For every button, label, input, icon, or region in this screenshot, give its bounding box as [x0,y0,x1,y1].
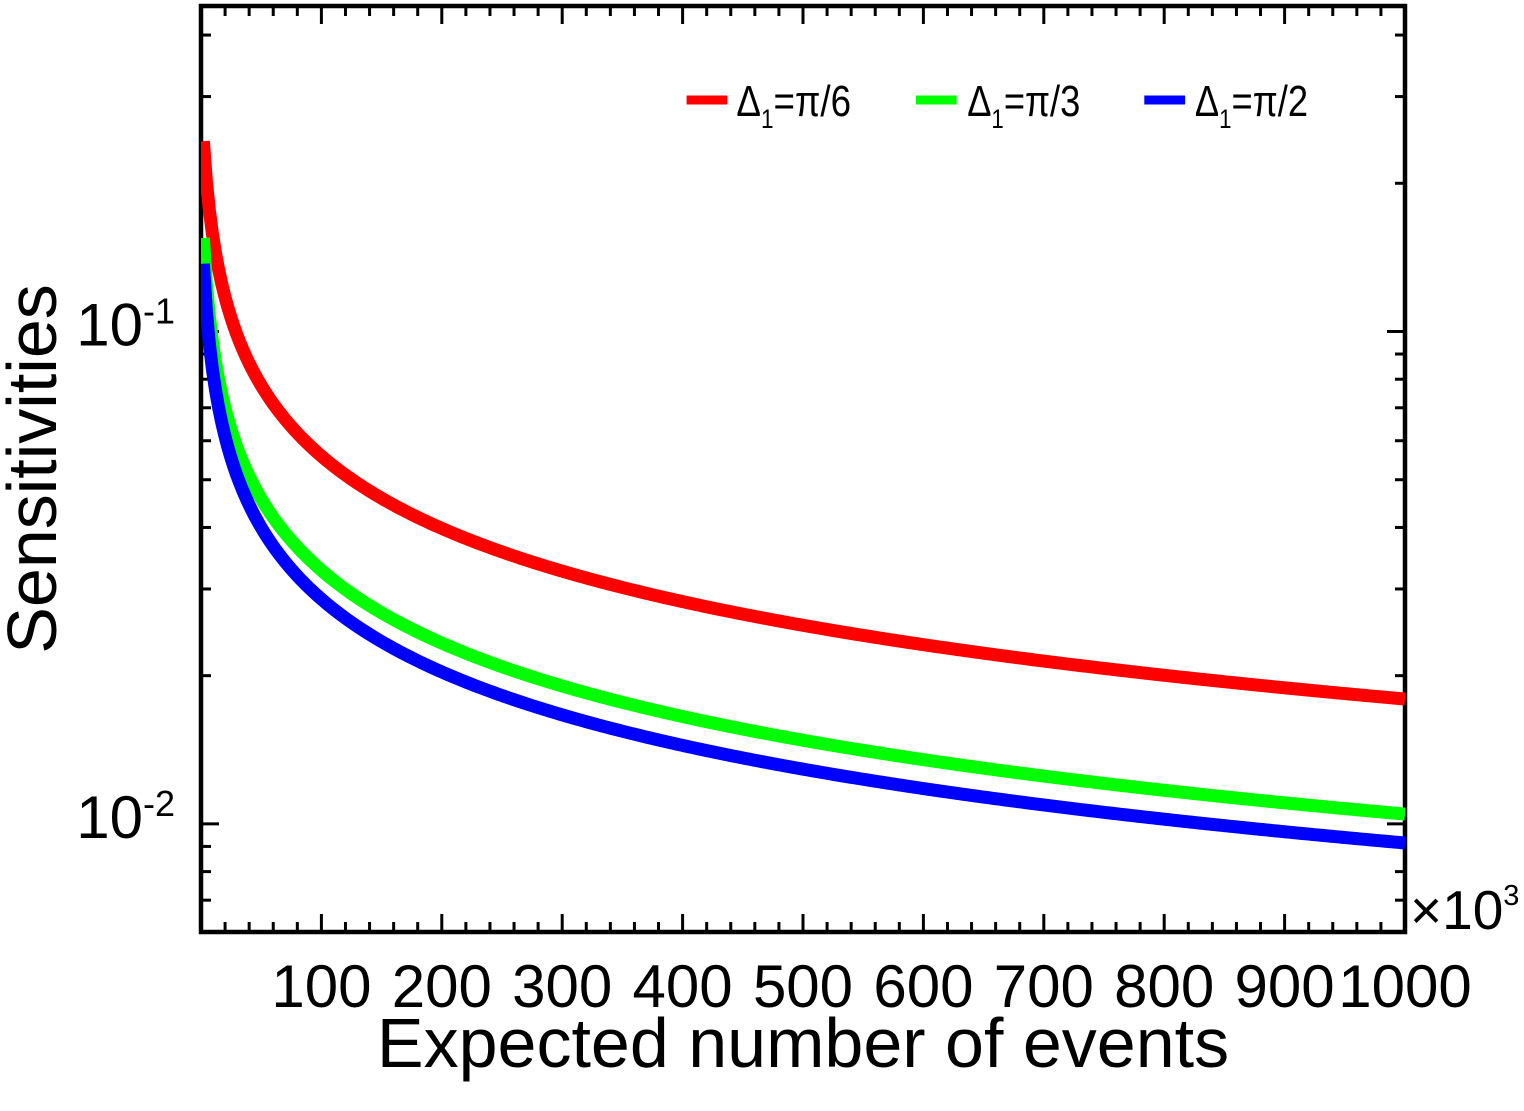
svg-text:1000: 1000 [1338,953,1471,1020]
svg-text:Δ1=π/6: Δ1=π/6 [736,77,851,134]
svg-text:×103: ×103 [1410,879,1519,941]
svg-text:Δ1=π/3: Δ1=π/3 [967,77,1080,134]
svg-text:Sensitivities: Sensitivities [0,284,71,654]
svg-text:900: 900 [1235,953,1335,1020]
svg-text:Expected number of events: Expected number of events [377,1004,1229,1082]
svg-text:100: 100 [271,953,371,1020]
svg-text:10-2: 10-2 [76,783,175,851]
svg-text:10-1: 10-1 [76,291,175,359]
svg-text:Δ1=π/2: Δ1=π/2 [1195,77,1308,134]
